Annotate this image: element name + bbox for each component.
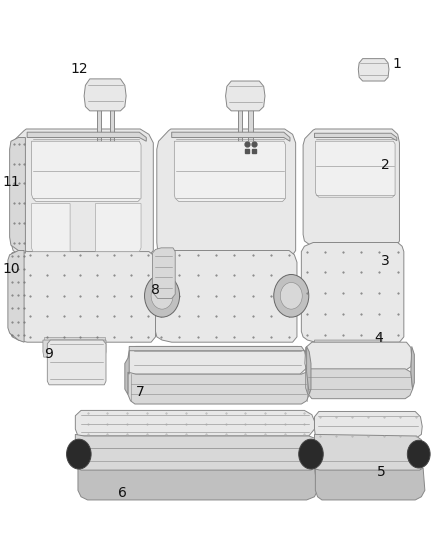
Text: 5: 5 (377, 465, 385, 479)
Polygon shape (238, 107, 242, 144)
Circle shape (145, 274, 180, 317)
Polygon shape (306, 369, 413, 399)
Polygon shape (248, 107, 253, 144)
Text: 1: 1 (392, 57, 401, 71)
Polygon shape (44, 337, 105, 342)
Circle shape (151, 282, 173, 309)
Text: 6: 6 (118, 486, 127, 500)
Polygon shape (128, 372, 309, 404)
Polygon shape (152, 248, 175, 298)
Text: 4: 4 (374, 332, 383, 345)
Polygon shape (226, 81, 265, 111)
Text: 8: 8 (151, 284, 160, 297)
Polygon shape (78, 468, 318, 500)
Polygon shape (155, 249, 297, 342)
Polygon shape (315, 468, 425, 500)
Polygon shape (10, 138, 25, 253)
Polygon shape (43, 340, 106, 357)
Polygon shape (110, 107, 114, 149)
Polygon shape (32, 141, 141, 201)
Polygon shape (75, 410, 314, 436)
Polygon shape (307, 346, 311, 394)
Text: 2: 2 (381, 158, 390, 172)
Polygon shape (10, 251, 155, 342)
Polygon shape (157, 129, 296, 257)
Text: 7: 7 (136, 385, 145, 399)
Polygon shape (314, 342, 381, 348)
Polygon shape (84, 79, 126, 111)
Circle shape (299, 439, 323, 469)
Text: 3: 3 (381, 254, 390, 268)
Polygon shape (95, 204, 141, 252)
Polygon shape (128, 346, 307, 374)
Text: 12: 12 (70, 62, 88, 76)
Polygon shape (301, 243, 404, 342)
Polygon shape (8, 251, 24, 342)
Polygon shape (314, 411, 422, 438)
Text: 11: 11 (2, 175, 20, 189)
Circle shape (274, 274, 309, 317)
Polygon shape (75, 434, 315, 475)
Polygon shape (358, 59, 389, 81)
Polygon shape (97, 107, 101, 149)
Polygon shape (305, 342, 412, 370)
Polygon shape (315, 141, 395, 197)
Polygon shape (314, 434, 423, 475)
Polygon shape (314, 133, 397, 141)
Text: 9: 9 (44, 348, 53, 361)
Polygon shape (125, 351, 129, 394)
Polygon shape (47, 340, 106, 385)
Polygon shape (11, 129, 153, 257)
Polygon shape (32, 204, 70, 252)
Text: 10: 10 (2, 262, 20, 276)
Polygon shape (174, 141, 286, 201)
Circle shape (67, 439, 91, 469)
Polygon shape (27, 132, 146, 141)
Polygon shape (172, 132, 290, 141)
Polygon shape (303, 129, 399, 246)
Polygon shape (411, 346, 414, 389)
Polygon shape (129, 346, 304, 351)
Circle shape (280, 282, 302, 309)
Circle shape (407, 440, 430, 468)
Polygon shape (314, 340, 382, 358)
